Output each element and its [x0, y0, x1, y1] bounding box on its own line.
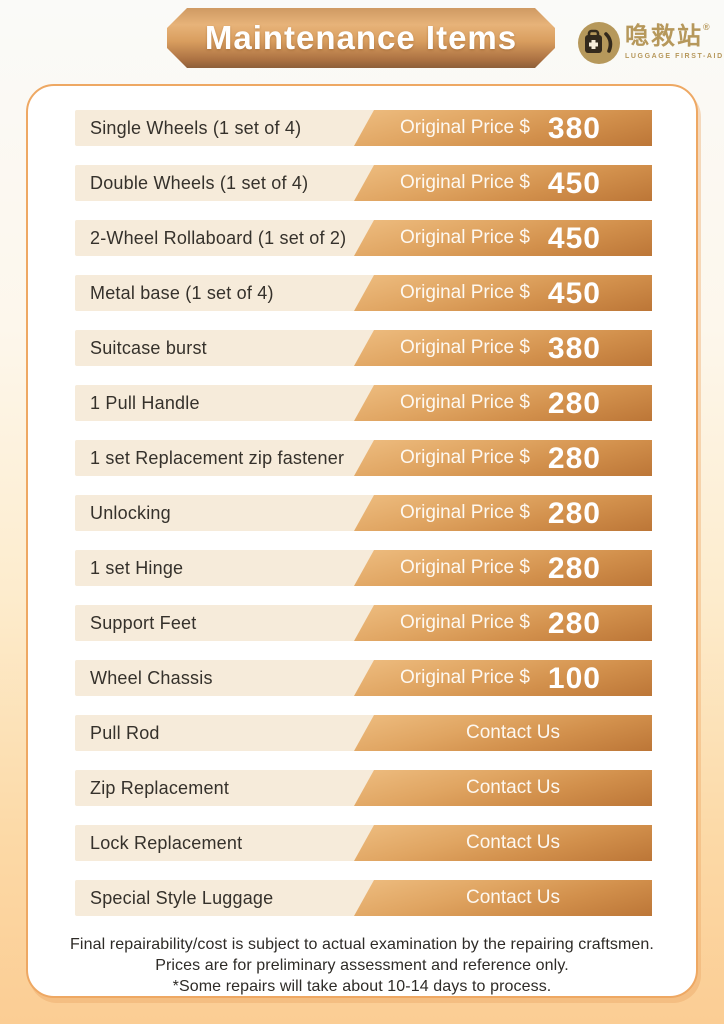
item-name: 1 set Hinge	[90, 557, 184, 578]
price-list-card: Single Wheels (1 set of 4) Original Price…	[26, 84, 698, 998]
contact-us-label: Contact Us	[466, 777, 560, 798]
item-name: Wheel Chassis	[90, 667, 213, 688]
contact-us-label: Contact Us	[466, 832, 560, 853]
price-row: Metal base (1 set of 4) Original Price $ 4…	[75, 275, 652, 311]
price-value: 450	[547, 167, 601, 200]
price-row: 1 Pull Handle Original Price $ 280	[75, 385, 652, 421]
registered-trademark-mark: ®	[703, 22, 712, 32]
price-row: Suitcase burst Original Price $ 380	[75, 330, 652, 366]
price-ribbon: Original Price $ 450	[354, 275, 652, 311]
price-list: Single Wheels (1 set of 4) Original Price…	[75, 110, 652, 935]
disclaimer: Final repairability/cost is subject to a…	[28, 934, 696, 997]
price-row: 1 set Hinge Original Price $ 280	[75, 550, 652, 586]
page-title: Maintenance Items	[204, 19, 518, 56]
price-ribbon: Original Price $ 380	[354, 110, 652, 146]
price-row: Support Feet Original Price $ 280	[75, 605, 652, 641]
price-row: Double Wheels (1 set of 4) Original Price…	[75, 165, 652, 201]
item-name: 1 Pull Handle	[90, 392, 200, 413]
price-ribbon: Original Price $ 450	[354, 165, 652, 201]
price-value: 280	[547, 607, 601, 640]
price-value: 380	[547, 112, 601, 145]
disclaimer-line-2: Prices are for preliminary assessment an…	[155, 957, 569, 974]
price-ribbon: Original Price $ 280	[354, 550, 652, 586]
contact-us-label: Contact Us	[466, 722, 560, 743]
brand-name-chinese: 喼救站	[625, 23, 703, 50]
contact-us-label: Contact Us	[466, 887, 560, 908]
price-value: 280	[547, 552, 601, 585]
price-value: 450	[547, 277, 601, 310]
price-ribbon: Original Price $ 380	[354, 330, 652, 366]
disclaimer-line-3: *Some repairs will take about 10-14 days…	[172, 978, 552, 995]
price-row: Wheel Chassis Original Price $ 100	[75, 660, 652, 696]
price-label: Original Price $	[400, 392, 530, 413]
price-row: Single Wheels (1 set of 4) Original Price…	[75, 110, 652, 146]
price-value: 280	[547, 387, 601, 420]
item-name: 1 set Replacement zip fastener	[90, 447, 345, 468]
price-value: 280	[547, 497, 601, 530]
item-name: Special Style Luggage	[90, 887, 274, 908]
price-label: Original Price $	[400, 282, 530, 303]
brand-logo-text: 喼救站® LUGGAGE FIRST-AID	[625, 22, 724, 60]
item-name: Metal base (1 set of 4)	[90, 282, 274, 303]
item-name: Pull Rod	[90, 722, 160, 743]
price-row: Zip Replacement Contact Us	[75, 770, 652, 806]
suitcase-first-aid-icon	[578, 22, 620, 64]
price-row: Special Style Luggage Contact Us	[75, 880, 652, 916]
price-label: Original Price $	[400, 337, 530, 358]
price-label: Original Price $	[400, 612, 530, 633]
price-row: Unlocking Original Price $ 280	[75, 495, 652, 531]
price-value: 450	[547, 222, 601, 255]
price-ribbon: Original Price $ 280	[354, 440, 652, 476]
page-title-banner: Maintenance Items	[167, 8, 555, 68]
price-ribbon: Original Price $ 100	[354, 660, 652, 696]
price-ribbon: Original Price $ 280	[354, 385, 652, 421]
item-name: Support Feet	[90, 612, 197, 633]
price-value: 100	[547, 662, 601, 695]
price-label: Original Price $	[400, 557, 530, 578]
price-row: 2-Wheel Rollaboard (1 set of 2) Original …	[75, 220, 652, 256]
brand-name-english: LUGGAGE FIRST-AID	[625, 53, 724, 60]
price-row: 1 set Replacement zip fastener Original P…	[75, 440, 652, 476]
price-label: Original Price $	[400, 667, 530, 688]
price-label: Original Price $	[400, 502, 530, 523]
contact-us-ribbon: Contact Us	[354, 770, 652, 806]
item-name: Double Wheels (1 set of 4)	[90, 172, 309, 193]
price-row: Pull Rod Contact Us	[75, 715, 652, 751]
item-name: Lock Replacement	[90, 832, 243, 853]
item-name: Zip Replacement	[90, 777, 230, 798]
price-label: Original Price $	[400, 117, 530, 138]
item-name: Suitcase burst	[90, 337, 207, 358]
price-label: Original Price $	[400, 172, 530, 193]
contact-us-ribbon: Contact Us	[354, 880, 652, 916]
disclaimer-line-1: Final repairability/cost is subject to a…	[70, 936, 654, 953]
item-name: Unlocking	[90, 502, 171, 523]
price-label: Original Price $	[400, 227, 530, 248]
contact-us-ribbon: Contact Us	[354, 715, 652, 751]
price-row: Lock Replacement Contact Us	[75, 825, 652, 861]
price-ribbon: Original Price $ 280	[354, 495, 652, 531]
price-value: 380	[547, 332, 601, 365]
price-ribbon: Original Price $ 280	[354, 605, 652, 641]
contact-us-ribbon: Contact Us	[354, 825, 652, 861]
price-value: 280	[547, 442, 601, 475]
item-name: 2-Wheel Rollaboard (1 set of 2)	[90, 227, 347, 248]
item-name: Single Wheels (1 set of 4)	[90, 117, 302, 138]
price-ribbon: Original Price $ 450	[354, 220, 652, 256]
brand-logo: 喼救站® LUGGAGE FIRST-AID	[578, 22, 724, 64]
price-label: Original Price $	[400, 447, 530, 468]
